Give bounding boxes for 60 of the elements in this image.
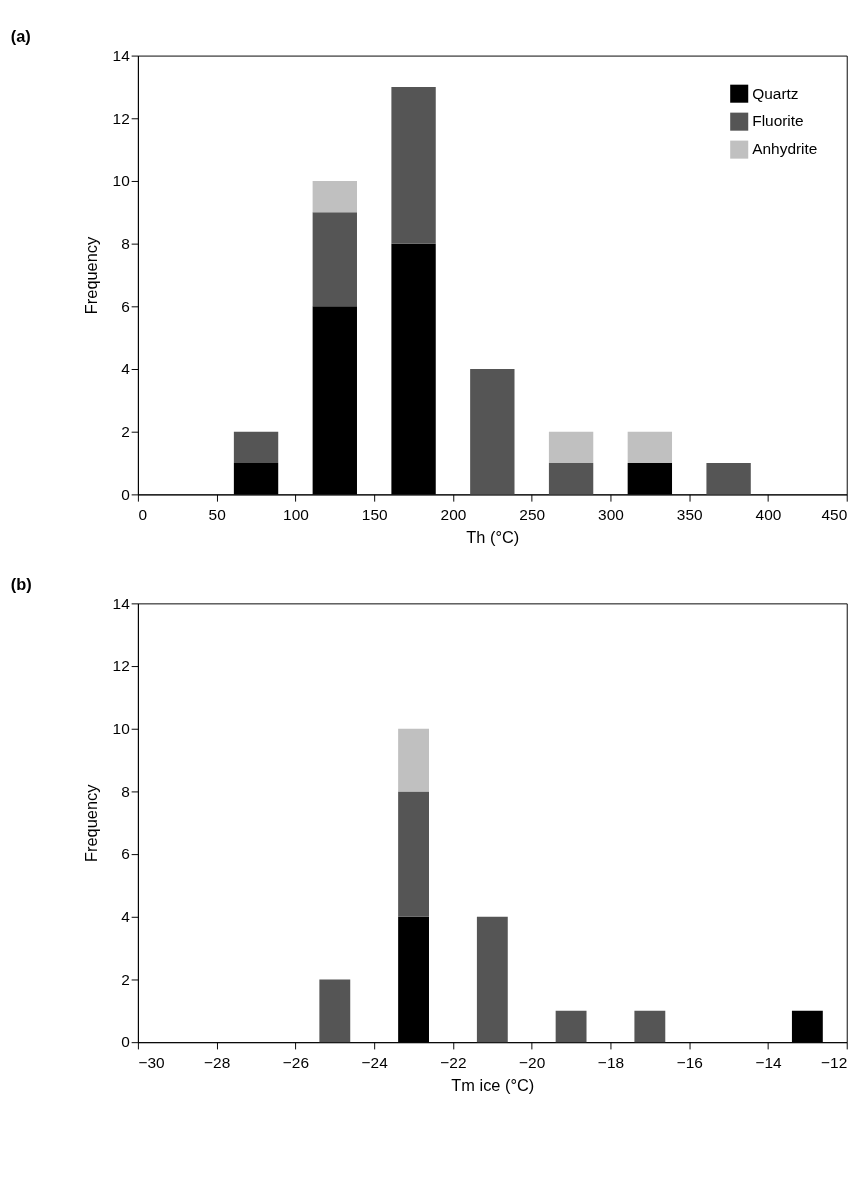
y-tick-label: 8 xyxy=(121,782,130,800)
bar xyxy=(398,791,429,917)
x-tick-label: −22 xyxy=(440,1053,467,1071)
x-tick-label: 200 xyxy=(440,505,467,523)
bar xyxy=(634,1010,666,1043)
x-tick-label: 300 xyxy=(598,505,624,523)
y-axis-title: Frequency xyxy=(82,783,101,862)
bar xyxy=(706,463,751,495)
legend-label: Anhydrite xyxy=(752,140,818,158)
y-tick-label: 6 xyxy=(121,297,130,315)
x-tick-label: −16 xyxy=(676,1053,703,1071)
x-axis-title: Th (°C) xyxy=(466,528,520,547)
y-tick-label: 0 xyxy=(121,1033,130,1051)
x-tick-label: −14 xyxy=(755,1053,782,1071)
x-tick-label: 250 xyxy=(519,505,546,523)
bar xyxy=(391,86,436,244)
bar xyxy=(476,916,508,1043)
x-tick-label: 150 xyxy=(361,505,388,523)
y-tick-label: 14 xyxy=(112,46,131,64)
chart-title: (b) xyxy=(10,574,32,593)
y-tick-label: 6 xyxy=(121,845,130,863)
y-tick-label: 14 xyxy=(112,594,131,612)
x-tick-label: −18 xyxy=(597,1053,625,1071)
y-tick-label: 0 xyxy=(121,485,130,503)
chart-title: (a) xyxy=(10,27,31,46)
x-tick-label: 50 xyxy=(208,505,226,523)
bar xyxy=(548,463,594,495)
x-tick-label: −12 xyxy=(821,1053,848,1071)
bar xyxy=(470,369,515,495)
x-tick-label: 400 xyxy=(755,505,782,523)
y-tick-label: 8 xyxy=(121,234,130,252)
x-tick-label: 450 xyxy=(821,505,848,523)
bar xyxy=(398,728,429,792)
y-tick-label: 4 xyxy=(121,360,131,378)
y-axis-title: Frequency xyxy=(82,235,101,315)
legend-label: Quartz xyxy=(752,84,799,102)
bar xyxy=(312,212,357,307)
y-tick-label: 10 xyxy=(112,172,130,190)
x-tick-label: −26 xyxy=(282,1053,309,1071)
y-tick-label: 2 xyxy=(121,970,130,988)
y-tick-label: 10 xyxy=(112,720,130,738)
bar xyxy=(233,431,279,464)
x-axis-title: Tm ice (°C) xyxy=(451,1075,535,1094)
bar xyxy=(555,1010,587,1043)
legend-label: Fluorite xyxy=(752,112,804,130)
bar xyxy=(548,431,594,464)
x-tick-label: 0 xyxy=(138,505,147,523)
y-tick-label: 2 xyxy=(121,423,130,441)
y-tick-label: 4 xyxy=(121,908,131,926)
x-tick-label: −24 xyxy=(361,1053,389,1071)
y-tick-label: 12 xyxy=(112,109,130,127)
bar xyxy=(627,431,673,464)
bar xyxy=(312,180,357,213)
x-tick-label: −30 xyxy=(138,1053,165,1071)
x-tick-label: 350 xyxy=(676,505,703,523)
x-tick-label: −28 xyxy=(204,1053,231,1071)
x-tick-label: 100 xyxy=(283,505,309,523)
x-tick-label: −20 xyxy=(519,1053,546,1071)
bar xyxy=(319,979,351,1043)
y-tick-label: 12 xyxy=(112,657,130,675)
